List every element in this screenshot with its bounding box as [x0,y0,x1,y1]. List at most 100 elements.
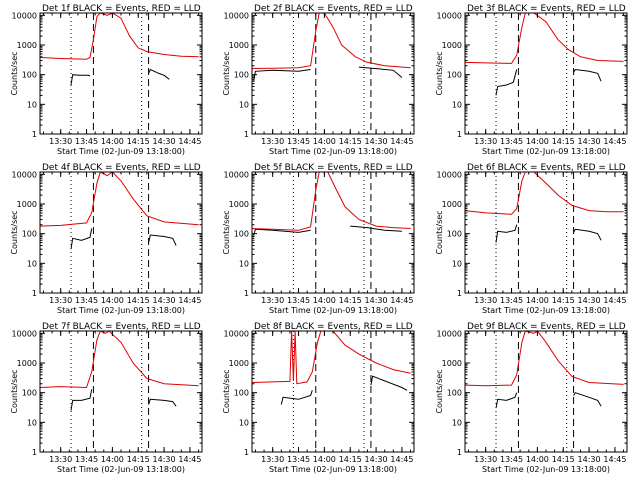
chart-panel-8: Det 8f BLACK = Events, RED = LLD 1 10 100 10… [222,322,415,474]
x-tick-label: 14:00 [526,137,549,146]
chart-panel-5: Det 5f BLACK = Events, RED = LLD 1 10 100 10… [222,163,415,315]
x-tick-label: 13:30 [261,137,284,146]
series-line-lld [40,331,199,389]
x-tick-label: 14:00 [526,455,549,464]
x-tick-label: 14:30 [153,137,176,146]
y-tick-label: 10000 [12,170,37,179]
chart-panel-4: Det 4f BLACK = Events, RED = LLD 1 10 100 10… [10,163,203,315]
plot-frame [464,171,628,294]
y-tick-label: 1 [32,130,37,139]
y-tick-label: 10000 [224,329,249,338]
x-tick-label: 14:15 [127,455,150,464]
series-line-events [495,224,518,243]
y-tick-label: 100 [22,71,37,80]
y-tick-label: 10000 [437,170,462,179]
plot-frame [251,12,415,135]
x-tick-label: 14:30 [365,296,388,305]
plot-frame [251,171,415,294]
series-line-lld [465,331,624,387]
chart-panel-2: Det 2f BLACK = Events, RED = LLD 1 10 100 10… [222,4,415,156]
y-tick-label: 1000 [229,41,249,50]
y-tick-label: 1000 [442,200,462,209]
plot-frame [251,330,415,453]
y-tick-label: 1 [32,448,37,457]
x-tick-label: 14:00 [101,455,124,464]
series-line-lld [465,13,624,64]
x-axis-label: Start Time (02-Jun-09 13:18:00) [57,147,185,156]
series-line-events [280,390,313,405]
x-tick-label: 14:00 [313,137,336,146]
series-line-lld [252,331,411,385]
y-axis-label: Counts/sec [222,210,231,254]
x-tick-label: 13:45 [500,137,523,146]
y-tick-label: 100 [234,389,249,398]
plot-frame [39,330,203,453]
y-tick-label: 1000 [442,359,462,368]
plot-frame [464,330,628,453]
y-tick-label: 10000 [12,329,37,338]
y-tick-label: 1 [244,289,249,298]
x-tick-label: 13:30 [474,296,497,305]
x-tick-label: 14:00 [313,455,336,464]
x-tick-label: 14:45 [178,137,201,146]
x-tick-label: 14:15 [339,455,362,464]
series-line-events [70,228,93,250]
x-tick-label: 13:30 [261,296,284,305]
series-line-lld [252,13,411,70]
y-tick-label: 100 [447,230,462,239]
chart-panel-1: Det 1f BLACK = Events, RED = LLD 1 10 100 10… [10,4,203,156]
x-tick-label: 14:45 [603,137,626,146]
series-line-events [70,74,91,86]
series-line-lld [252,172,411,231]
series-line-events [495,392,518,409]
y-axis-label: Counts/sec [435,51,444,95]
chart-panel-3: Det 3f BLACK = Events, RED = LLD 1 10 100 10… [435,4,628,156]
series-line-lld [40,13,199,60]
series-group [465,172,624,243]
y-tick-label: 1 [244,130,249,139]
x-tick-label: 13:45 [75,296,98,305]
series-line-events [573,392,602,407]
x-tick-label: 14:30 [578,296,601,305]
y-tick-label: 10 [452,418,462,427]
y-axis-label: Counts/sec [435,210,444,254]
series-line-events [148,68,170,80]
chart-panel-7: Det 7f BLACK = Events, RED = LLD 1 10 100 10… [10,322,203,474]
y-tick-label: 1 [457,130,462,139]
chart-panel-6: Det 6f BLACK = Events, RED = LLD 1 10 100 10… [435,163,628,315]
y-tick-label: 1 [32,289,37,298]
x-tick-label: 13:45 [500,296,523,305]
y-tick-label: 10000 [437,329,462,338]
y-tick-label: 10000 [437,11,462,20]
chart-title: Det 3f BLACK = Events, RED = LLD [467,4,626,14]
series-line-events [148,234,177,246]
x-tick-label: 14:00 [526,296,549,305]
plot-frame [39,12,203,135]
y-tick-label: 10 [239,100,249,109]
x-tick-label: 14:45 [178,455,201,464]
y-tick-label: 100 [447,389,462,398]
chart-title: Det 4f BLACK = Events, RED = LLD [42,163,201,173]
y-tick-label: 1000 [229,200,249,209]
series-group [252,172,411,236]
series-line-events [370,375,408,391]
x-tick-label: 14:15 [552,455,575,464]
x-tick-label: 14:30 [365,137,388,146]
y-tick-label: 1000 [17,200,37,209]
series-line-events [573,228,602,241]
x-tick-label: 13:45 [75,455,98,464]
y-tick-label: 10000 [224,170,249,179]
chart-title: Det 8f BLACK = Events, RED = LLD [254,322,413,332]
series-group [252,13,411,82]
x-axis-label: Start Time (02-Jun-09 13:18:00) [57,306,185,315]
x-tick-label: 13:30 [474,455,497,464]
x-tick-label: 13:45 [287,455,310,464]
y-tick-label: 1000 [442,41,462,50]
x-axis-label: Start Time (02-Jun-09 13:18:00) [269,465,397,474]
y-tick-label: 100 [234,71,249,80]
x-tick-label: 14:30 [153,455,176,464]
y-tick-label: 10 [239,418,249,427]
chart-title: Det 7f BLACK = Events, RED = LLD [42,322,201,332]
series-line-events [70,389,93,411]
